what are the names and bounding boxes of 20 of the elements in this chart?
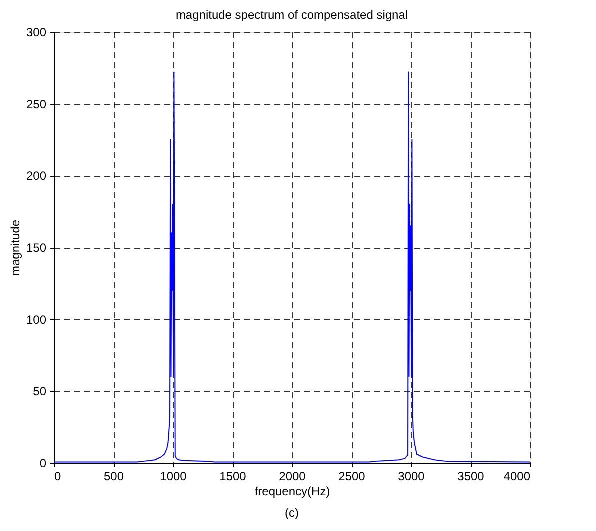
y-tick-label: 200	[26, 169, 47, 184]
text: (c)	[285, 506, 299, 520]
x-tick-label: 4000	[504, 470, 531, 484]
x-tick-label: 0	[54, 470, 62, 484]
y-tick-label: 250	[26, 97, 47, 112]
chart-title: magnitude spectrum of compensated signal	[176, 8, 408, 22]
x-tick-label: 3500	[458, 470, 485, 484]
x-tick-label: 1000	[160, 470, 188, 484]
y-tick-label: 300	[26, 26, 47, 40]
x-tick-label: 3000	[398, 470, 426, 484]
x-tick-label: 2500	[338, 470, 366, 484]
y-tick-label: 0	[40, 456, 47, 470]
y-tick-label: 100	[26, 312, 47, 327]
y-axis-title: magnitude	[8, 220, 22, 276]
y-tick-label: 150	[26, 241, 47, 255]
x-tick-label: 2000	[279, 470, 306, 484]
x-tick-label: 500	[104, 470, 124, 484]
x-axis-title: frequency(Hz)	[254, 484, 330, 498]
y-tick-label: 50	[33, 384, 47, 399]
x-tick-label: 1500	[220, 470, 247, 484]
